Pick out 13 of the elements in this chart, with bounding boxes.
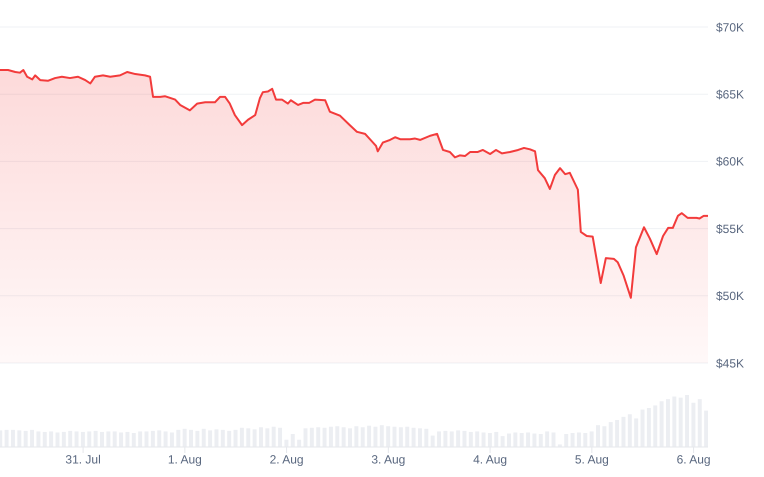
x-tick-label: 6. Aug [676, 452, 711, 467]
y-tick-label: $70K [716, 20, 744, 34]
y-tick-label: $50K [716, 289, 744, 304]
y-tick-label: $65K [716, 87, 744, 102]
y-tick-label: $45K [716, 356, 744, 370]
x-tick-label: 3. Aug [371, 452, 406, 467]
x-tick-label: 4. Aug [473, 452, 508, 467]
y-tick-label: $60K [716, 154, 744, 169]
x-tick-label: 5. Aug [574, 452, 609, 467]
x-tick-label: 31. Jul [65, 452, 101, 467]
x-tick-label: 1. Aug [168, 452, 202, 467]
y-tick-label: $55K [716, 222, 744, 236]
x-tick-label: 2. Aug [270, 452, 304, 467]
